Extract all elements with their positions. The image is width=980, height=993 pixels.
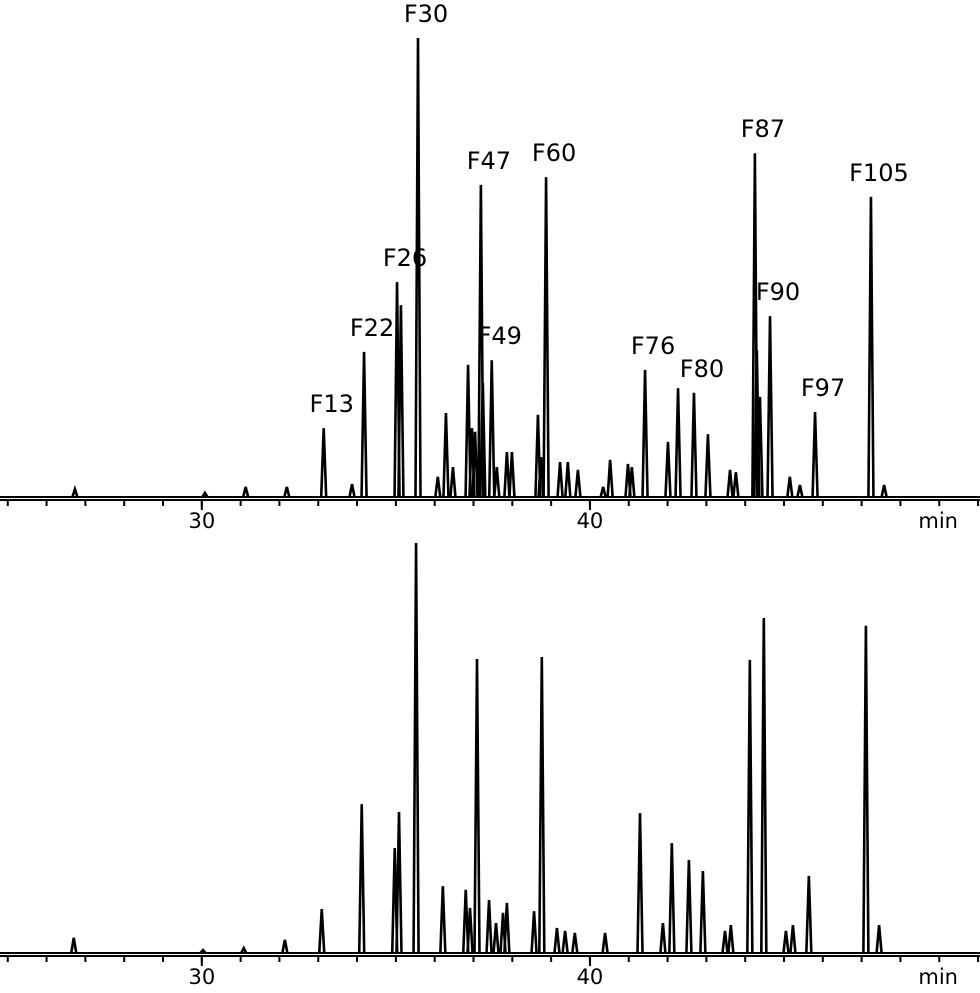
peak [240,945,248,954]
peak [201,490,209,498]
peak-label: F13 [310,390,354,418]
peak [471,431,479,498]
peak [766,316,774,498]
peak-label: F49 [478,322,522,350]
x-tick-label: 40 [577,509,604,533]
peak [492,922,500,954]
peak [599,486,607,498]
peak [530,911,538,954]
peak-label: F22 [350,314,394,342]
peak [796,484,804,498]
peak [538,656,546,954]
peak [357,804,366,954]
peak [69,937,78,954]
peak [659,922,667,954]
peak [508,451,516,498]
peak [606,459,614,498]
peak [721,930,729,954]
peak [690,392,698,498]
peak [880,484,888,498]
peak [704,434,712,498]
peak-label: F97 [801,374,845,402]
peak [199,948,207,954]
peak [862,625,870,954]
peak [732,472,740,498]
peak [281,939,289,954]
peak-label: F30 [404,0,448,28]
peak [664,441,672,498]
peak-label: F26 [383,244,427,272]
peak [553,927,561,954]
peak [561,930,569,954]
peak [449,467,457,498]
x-tick-label: 30 [188,965,215,989]
peak [485,900,493,954]
peak [395,811,403,954]
peak [699,870,707,954]
peak [397,305,405,498]
peak [601,932,609,954]
peak [668,843,676,954]
peak [571,932,579,954]
peak [875,925,883,954]
peak [479,383,487,498]
peak [674,388,682,498]
peak-label: F80 [680,355,724,383]
peak [434,476,442,498]
peak [574,469,582,498]
peak [503,451,511,498]
peak [564,462,572,498]
peak [439,886,447,954]
x-axis-label: min [918,509,958,533]
peak [492,467,501,498]
peak [348,483,356,498]
peak [442,412,450,498]
peak [636,813,644,954]
peak [628,467,636,498]
peak [867,196,875,498]
peak [503,902,511,954]
peak [283,486,291,498]
peak [414,37,422,498]
peak [487,360,496,498]
peak [542,177,550,498]
peak [556,462,564,498]
peak [782,930,790,954]
peak [685,859,693,954]
peak [726,469,734,498]
x-tick-label: 40 [577,965,604,989]
peak [317,909,326,954]
peak [756,396,764,498]
peak [746,659,754,954]
peak [360,351,368,498]
x-tick-label: 30 [188,509,215,533]
peak-label: F90 [756,278,800,306]
peak [786,476,794,498]
peak [727,925,735,954]
peak-label: F76 [631,332,675,360]
peak [464,364,472,498]
peak [319,428,328,498]
peak-label: F60 [532,139,576,167]
peak-label: F105 [849,159,909,187]
peak [473,659,481,954]
peak [811,412,819,498]
x-axis-label: min [918,965,958,989]
peak [789,925,797,954]
peak [760,618,768,954]
peak [466,907,474,954]
peak-label: F87 [741,115,785,143]
peak [412,542,420,954]
peak [641,369,649,498]
peak [71,484,79,498]
peak-label: F47 [467,147,511,175]
peak [241,486,250,498]
peak [805,875,813,954]
